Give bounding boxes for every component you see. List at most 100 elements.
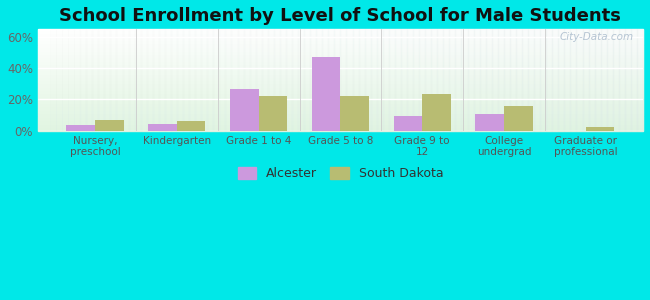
Bar bbox=[310, 29, 316, 131]
Bar bbox=[370, 29, 377, 131]
Bar bbox=[413, 29, 419, 131]
Bar bbox=[394, 116, 422, 131]
Bar bbox=[38, 59, 643, 60]
Bar bbox=[571, 29, 577, 131]
Bar bbox=[334, 29, 341, 131]
Bar bbox=[38, 83, 643, 84]
Bar bbox=[38, 60, 643, 61]
Bar bbox=[38, 122, 643, 123]
Bar bbox=[38, 86, 643, 87]
Bar bbox=[147, 29, 153, 131]
Bar bbox=[462, 29, 467, 131]
Bar bbox=[38, 72, 643, 73]
Bar bbox=[38, 32, 643, 33]
Bar bbox=[522, 29, 528, 131]
Bar bbox=[207, 29, 213, 131]
Bar bbox=[38, 40, 643, 41]
Bar bbox=[38, 31, 643, 32]
Bar bbox=[38, 101, 643, 102]
Bar bbox=[407, 29, 413, 131]
Bar bbox=[422, 94, 451, 131]
Bar bbox=[38, 105, 643, 106]
Bar bbox=[98, 29, 105, 131]
Bar bbox=[226, 29, 231, 131]
Bar bbox=[619, 29, 625, 131]
Bar bbox=[558, 29, 564, 131]
Bar bbox=[38, 76, 643, 77]
Bar bbox=[38, 74, 643, 75]
Bar bbox=[286, 29, 292, 131]
Bar bbox=[259, 96, 287, 131]
Bar bbox=[38, 118, 643, 119]
Bar bbox=[38, 87, 643, 88]
Bar bbox=[148, 124, 177, 131]
Bar bbox=[38, 44, 643, 46]
Bar bbox=[123, 29, 129, 131]
Bar bbox=[38, 66, 643, 67]
Title: School Enrollment by Level of School for Male Students: School Enrollment by Level of School for… bbox=[60, 7, 621, 25]
Bar bbox=[74, 29, 80, 131]
Bar bbox=[474, 29, 480, 131]
Bar bbox=[38, 85, 643, 86]
Bar bbox=[38, 84, 643, 85]
Bar bbox=[613, 29, 619, 131]
Bar bbox=[38, 55, 643, 56]
Bar bbox=[135, 29, 140, 131]
Bar bbox=[38, 124, 643, 126]
Bar bbox=[38, 71, 643, 72]
Bar bbox=[312, 57, 341, 131]
Bar bbox=[38, 104, 643, 105]
Bar bbox=[38, 97, 643, 98]
Bar bbox=[38, 61, 643, 62]
Bar bbox=[38, 73, 643, 74]
Bar bbox=[443, 29, 449, 131]
Bar bbox=[129, 29, 135, 131]
Bar bbox=[171, 29, 177, 131]
Bar bbox=[38, 63, 643, 64]
Bar bbox=[38, 62, 643, 63]
Bar bbox=[38, 81, 643, 82]
Bar bbox=[38, 98, 643, 99]
Bar bbox=[631, 29, 637, 131]
Bar bbox=[38, 118, 643, 119]
Bar bbox=[38, 82, 643, 83]
Bar bbox=[56, 29, 62, 131]
Bar bbox=[38, 128, 643, 129]
Bar bbox=[328, 29, 334, 131]
Bar bbox=[595, 29, 601, 131]
Bar bbox=[601, 29, 606, 131]
Bar bbox=[274, 29, 280, 131]
Bar bbox=[262, 29, 268, 131]
Bar bbox=[280, 29, 286, 131]
Bar bbox=[244, 29, 250, 131]
Bar bbox=[38, 58, 643, 59]
Bar bbox=[38, 89, 643, 90]
Bar bbox=[449, 29, 456, 131]
Bar bbox=[298, 29, 304, 131]
Bar bbox=[38, 68, 643, 69]
Bar bbox=[38, 56, 643, 57]
Bar bbox=[38, 57, 643, 58]
Bar bbox=[38, 29, 44, 131]
Bar bbox=[38, 112, 643, 113]
Bar bbox=[38, 41, 643, 43]
Bar bbox=[68, 29, 74, 131]
Text: City-Data.com: City-Data.com bbox=[560, 32, 634, 42]
Bar bbox=[38, 29, 643, 30]
Bar bbox=[38, 90, 643, 91]
Bar bbox=[38, 107, 643, 108]
Bar bbox=[498, 29, 504, 131]
Bar bbox=[44, 29, 50, 131]
Bar bbox=[213, 29, 220, 131]
Bar bbox=[510, 29, 516, 131]
Bar bbox=[389, 29, 395, 131]
Bar bbox=[606, 29, 613, 131]
Bar bbox=[38, 47, 643, 49]
Bar bbox=[38, 119, 643, 121]
Bar bbox=[38, 126, 643, 127]
Bar bbox=[346, 29, 352, 131]
Bar bbox=[38, 129, 643, 130]
Bar bbox=[431, 29, 437, 131]
Bar bbox=[38, 100, 643, 101]
Bar bbox=[38, 65, 643, 66]
